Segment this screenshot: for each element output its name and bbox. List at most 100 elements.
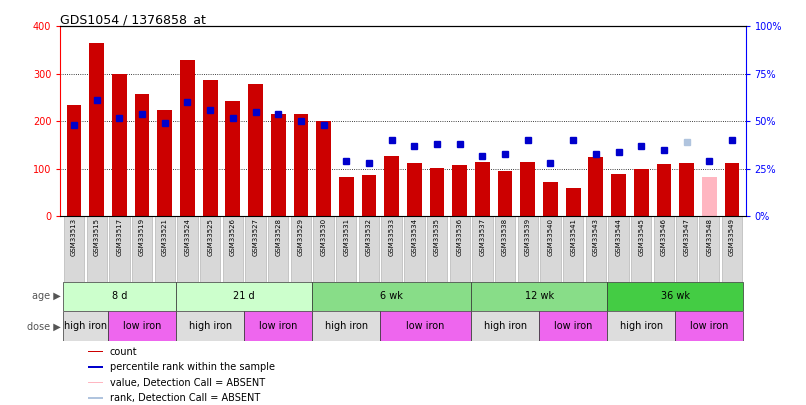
FancyBboxPatch shape xyxy=(177,311,244,341)
Text: high iron: high iron xyxy=(325,321,368,331)
FancyBboxPatch shape xyxy=(291,216,311,281)
Bar xyxy=(521,162,535,216)
Text: GSM33528: GSM33528 xyxy=(275,218,281,256)
FancyBboxPatch shape xyxy=(177,281,312,311)
FancyBboxPatch shape xyxy=(155,216,175,281)
Text: GSM33535: GSM33535 xyxy=(434,218,440,256)
FancyBboxPatch shape xyxy=(471,281,607,311)
FancyBboxPatch shape xyxy=(607,311,675,341)
FancyBboxPatch shape xyxy=(336,216,356,281)
Text: 6 wk: 6 wk xyxy=(380,292,403,301)
Text: GSM33529: GSM33529 xyxy=(298,218,304,256)
Text: GSM33532: GSM33532 xyxy=(366,218,372,256)
Text: age ▶: age ▶ xyxy=(32,292,61,301)
FancyBboxPatch shape xyxy=(110,216,130,281)
Bar xyxy=(452,165,467,216)
Text: GSM33543: GSM33543 xyxy=(593,218,599,256)
FancyBboxPatch shape xyxy=(654,216,674,281)
FancyBboxPatch shape xyxy=(675,311,743,341)
Text: percentile rank within the sample: percentile rank within the sample xyxy=(110,362,275,372)
FancyBboxPatch shape xyxy=(63,281,177,311)
Bar xyxy=(611,174,626,216)
FancyBboxPatch shape xyxy=(472,216,492,281)
Text: 36 wk: 36 wk xyxy=(661,292,690,301)
Bar xyxy=(543,182,558,216)
Bar xyxy=(475,162,490,216)
Text: GSM33536: GSM33536 xyxy=(457,218,463,256)
Bar xyxy=(407,163,422,216)
Text: GSM33539: GSM33539 xyxy=(525,218,531,256)
FancyBboxPatch shape xyxy=(381,216,402,281)
Text: GSM33540: GSM33540 xyxy=(547,218,554,256)
Bar xyxy=(88,382,103,384)
FancyBboxPatch shape xyxy=(380,311,471,341)
Bar xyxy=(679,163,694,216)
Text: GSM33525: GSM33525 xyxy=(207,218,213,256)
FancyBboxPatch shape xyxy=(86,216,107,281)
Text: GSM33541: GSM33541 xyxy=(570,218,576,256)
Text: low iron: low iron xyxy=(259,321,297,331)
Bar xyxy=(112,74,127,216)
Bar xyxy=(725,163,739,216)
Text: GSM33534: GSM33534 xyxy=(411,218,418,256)
Text: high iron: high iron xyxy=(620,321,663,331)
Text: dose ▶: dose ▶ xyxy=(27,321,61,331)
FancyBboxPatch shape xyxy=(314,216,334,281)
FancyBboxPatch shape xyxy=(64,216,85,281)
Text: low iron: low iron xyxy=(690,321,729,331)
FancyBboxPatch shape xyxy=(108,311,177,341)
FancyBboxPatch shape xyxy=(517,216,538,281)
Bar xyxy=(702,177,717,216)
Bar xyxy=(339,177,354,216)
Bar xyxy=(362,175,376,216)
Text: GSM33531: GSM33531 xyxy=(343,218,349,256)
FancyBboxPatch shape xyxy=(540,216,561,281)
Text: GSM33549: GSM33549 xyxy=(729,218,735,256)
FancyBboxPatch shape xyxy=(200,216,220,281)
FancyBboxPatch shape xyxy=(312,281,471,311)
FancyBboxPatch shape xyxy=(563,216,584,281)
Bar xyxy=(316,122,331,216)
FancyBboxPatch shape xyxy=(495,216,515,281)
Text: GSM33519: GSM33519 xyxy=(139,218,145,256)
Text: count: count xyxy=(110,347,137,357)
Bar xyxy=(293,114,308,216)
Text: GSM33524: GSM33524 xyxy=(185,218,190,256)
Text: GSM33513: GSM33513 xyxy=(71,218,77,256)
FancyBboxPatch shape xyxy=(631,216,651,281)
Bar xyxy=(88,397,103,399)
Text: GSM33545: GSM33545 xyxy=(638,218,644,256)
Text: 8 d: 8 d xyxy=(112,292,127,301)
Bar xyxy=(88,366,103,368)
Text: GSM33515: GSM33515 xyxy=(93,218,100,256)
Bar xyxy=(271,114,285,216)
Text: GDS1054 / 1376858_at: GDS1054 / 1376858_at xyxy=(60,13,206,26)
Text: high iron: high iron xyxy=(189,321,232,331)
Text: 21 d: 21 d xyxy=(234,292,255,301)
FancyBboxPatch shape xyxy=(222,216,243,281)
Text: GSM33538: GSM33538 xyxy=(502,218,508,256)
Bar xyxy=(657,164,671,216)
FancyBboxPatch shape xyxy=(539,311,607,341)
Text: rank, Detection Call = ABSENT: rank, Detection Call = ABSENT xyxy=(110,393,260,403)
Bar xyxy=(203,80,218,216)
Bar xyxy=(135,94,149,216)
FancyBboxPatch shape xyxy=(312,311,380,341)
FancyBboxPatch shape xyxy=(471,311,539,341)
FancyBboxPatch shape xyxy=(245,216,266,281)
FancyBboxPatch shape xyxy=(63,311,108,341)
FancyBboxPatch shape xyxy=(268,216,289,281)
FancyBboxPatch shape xyxy=(450,216,470,281)
FancyBboxPatch shape xyxy=(721,216,742,281)
Bar xyxy=(89,43,104,216)
Text: GSM33547: GSM33547 xyxy=(683,218,690,256)
Bar xyxy=(157,110,172,216)
FancyBboxPatch shape xyxy=(609,216,629,281)
FancyBboxPatch shape xyxy=(586,216,606,281)
FancyBboxPatch shape xyxy=(607,281,743,311)
Bar xyxy=(180,60,195,216)
Text: low iron: low iron xyxy=(554,321,592,331)
Bar xyxy=(226,101,240,216)
Text: value, Detection Call = ABSENT: value, Detection Call = ABSENT xyxy=(110,378,265,388)
Bar xyxy=(430,168,444,216)
